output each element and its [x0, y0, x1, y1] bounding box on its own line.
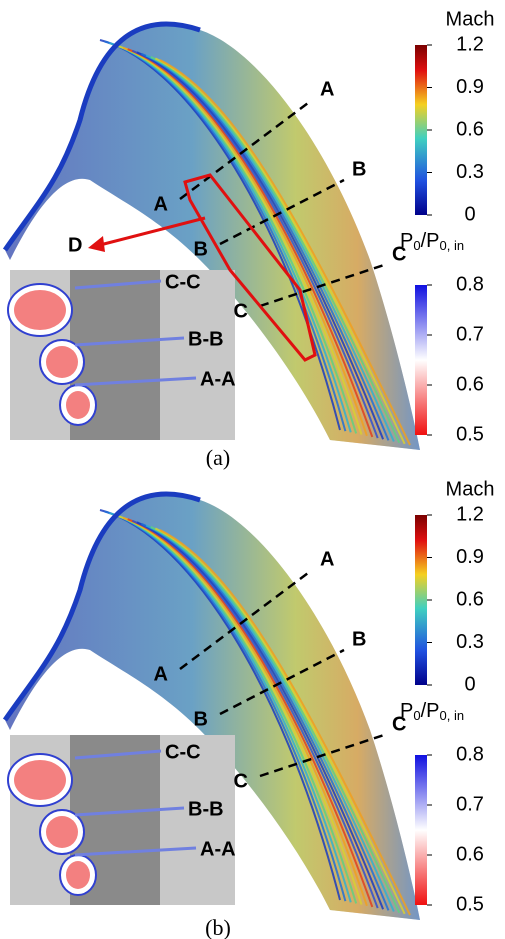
colorbar-title: P0/P0, in	[400, 230, 464, 253]
vortex-core	[66, 391, 90, 419]
inset-label: B-B	[188, 798, 224, 820]
title-part: 0	[413, 238, 420, 253]
colorbar-title: P0/P0, in	[400, 700, 464, 723]
inset-label: A-A	[200, 368, 236, 390]
colorbar-tick-label: 0.3	[456, 161, 484, 183]
colorbar	[415, 515, 427, 685]
title-part: 0	[413, 708, 420, 723]
figure: C-CB-BA-AAABBCCDMach1.20.90.60.30P0/P0, …	[0, 0, 505, 939]
colorbar-tick-label: 1.2	[456, 503, 484, 525]
caption: (b)	[205, 915, 231, 939]
vortex-core	[66, 861, 90, 889]
title-part: 0, in	[439, 238, 464, 253]
colorbar-tick-label: 0	[464, 203, 475, 225]
inset-label: C-C	[165, 271, 201, 293]
vortex-core	[46, 816, 78, 848]
title-part: /P	[421, 230, 440, 252]
title-part: P	[400, 700, 413, 722]
colorbar-tick-label: 1.2	[456, 33, 484, 55]
cut-label: A	[154, 663, 168, 685]
cut-label: C	[234, 300, 248, 322]
panel: C-CB-BA-AAABBCCDMach1.20.90.60.30P0/P0, …	[5, 8, 494, 470]
vortex-core	[14, 760, 66, 800]
arrowhead	[88, 236, 105, 252]
colorbar-title: Mach	[446, 8, 495, 30]
colorbar-tick-label: 0.9	[456, 546, 484, 568]
inset: C-C B-B A-A	[8, 735, 236, 905]
cut-label: B	[194, 708, 208, 730]
colorbar-tick-label: 0.7	[456, 793, 484, 815]
title-part: 0, in	[439, 708, 464, 723]
colorbar-tick-label: 0.6	[456, 118, 484, 140]
colorbar-tick-label: 0.5	[456, 893, 484, 915]
colorbar-tick-label: 0.8	[456, 273, 484, 295]
cut-label: B	[352, 628, 366, 650]
colorbar-tick-label: 0.9	[456, 76, 484, 98]
arrow-label: D	[68, 234, 82, 256]
inset: C-C B-B A-A	[8, 270, 236, 440]
cut-label: B	[194, 238, 208, 260]
colorbar-tick-label: 0	[464, 673, 475, 695]
colorbar-tick-label: 0.3	[456, 631, 484, 653]
title-part: /P	[421, 700, 440, 722]
colorbar-tick-label: 0.8	[456, 743, 484, 765]
inset-label: C-C	[165, 741, 201, 763]
inset-label: A-A	[200, 838, 236, 860]
title-part: P	[400, 230, 413, 252]
inset-label: B-B	[188, 328, 224, 350]
colorbar-tick-label: 0.6	[456, 588, 484, 610]
cut-label: B	[352, 158, 366, 180]
colorbar-tick-label: 0.6	[456, 373, 484, 395]
colorbar-tick-label: 0.7	[456, 323, 484, 345]
caption: (a)	[206, 445, 230, 470]
vortex-core	[46, 346, 78, 378]
colorbar	[415, 45, 427, 215]
colorbar	[415, 285, 427, 435]
colorbar-tick-label: 0.6	[456, 843, 484, 865]
colorbar-title: Mach	[446, 478, 495, 500]
colorbar	[415, 755, 427, 905]
cut-label: C	[234, 770, 248, 792]
cut-label: A	[320, 78, 334, 100]
cut-label: A	[320, 548, 334, 570]
cut-label: A	[154, 193, 168, 215]
vortex-core	[14, 290, 66, 330]
colorbar-tick-label: 0.5	[456, 423, 484, 445]
